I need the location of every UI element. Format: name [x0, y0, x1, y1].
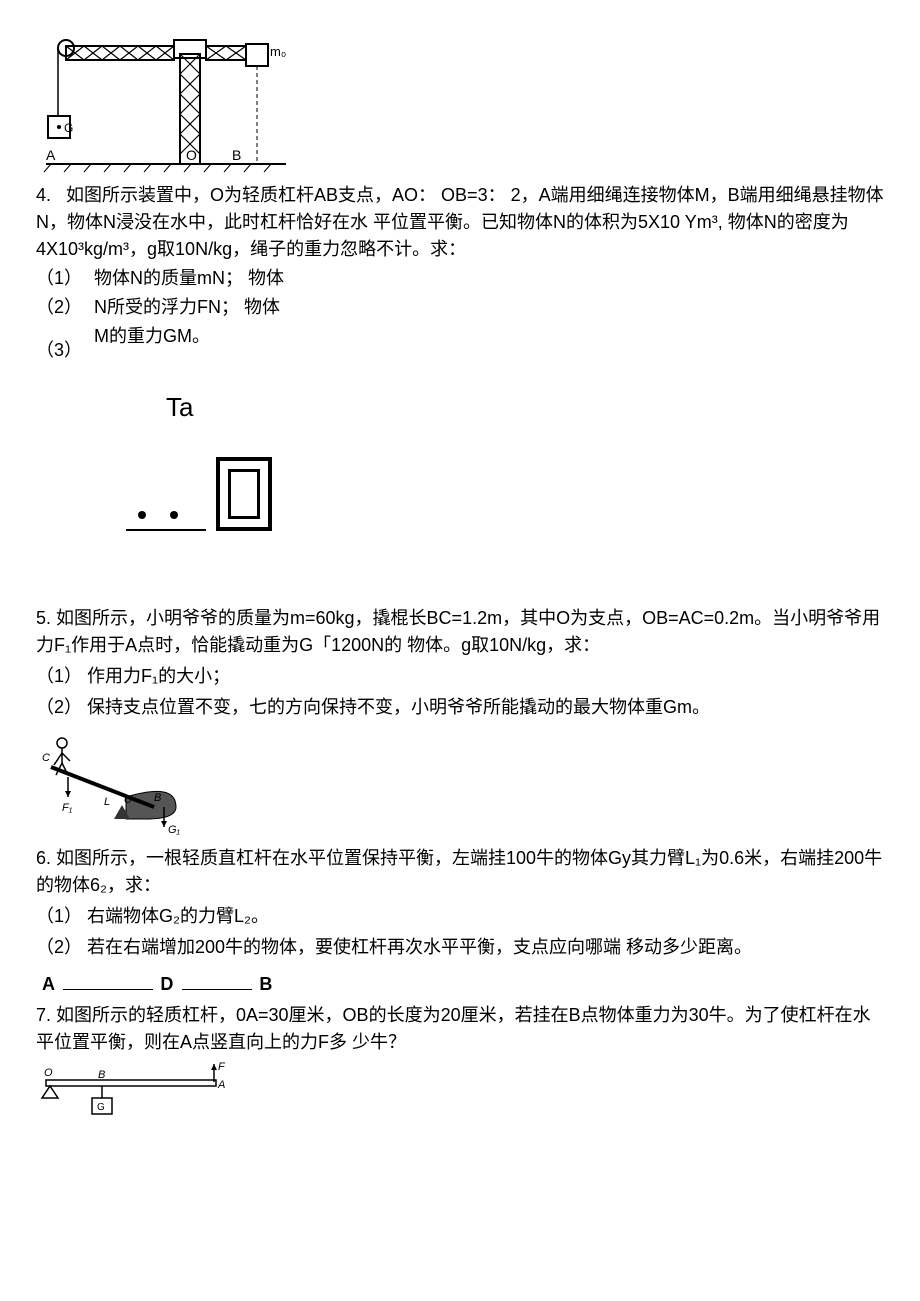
q4-text: 如图所示装置中，O为轻质杠杆AB支点，AO： OB=3： 2，A端用细绳连接物体…: [36, 185, 884, 259]
ta-label: Ta: [166, 388, 884, 427]
svg-text:O: O: [124, 795, 132, 806]
q5-intro: 5. 如图所示，小明爷爷的质量为m=60kg，撬棍长BC=1.2m，其中O为支点…: [36, 605, 884, 659]
q5-s1: （1） 作用力F₁的大小；: [36, 663, 884, 690]
q4-sub2-t: N所受的浮力FN； 物体: [94, 294, 280, 321]
q4-sub1-n: （1）: [36, 265, 82, 292]
svg-text:O: O: [44, 1067, 53, 1079]
label-D: D: [160, 974, 175, 994]
figure-line-adb: A D B: [42, 971, 884, 998]
svg-text:G: G: [97, 1102, 105, 1113]
figure-crane: G A O B m₀: [36, 34, 884, 174]
svg-text:G₁: G₁: [168, 824, 181, 836]
label-O: O: [186, 147, 197, 163]
ta-box: [216, 457, 272, 531]
q4-sub3-n: （3）: [36, 337, 82, 364]
svg-text:F: F: [218, 1062, 226, 1073]
q4-sublist: （1） 物体N的质量mN； 物体 （2） N所受的浮力FN； 物体 （3） M的…: [36, 265, 884, 364]
svg-text:L: L: [104, 796, 110, 808]
q6-intro: 6. 如图所示，一根轻质直杠杆在水平位置保持平衡，左端挂100牛的物体Gy其力臂…: [36, 845, 884, 899]
figure-lever-ob: G O B A F: [36, 1062, 884, 1124]
q4-intro: 4. 如图所示装置中，O为轻质杠杆AB支点，AO： OB=3： 2，A端用细绳连…: [36, 182, 884, 263]
svg-text:F₁: F₁: [62, 802, 73, 814]
q6-s2: （2） 若在右端增加200牛的物体，要使杠杆再次水平平衡，支点应向哪端 移动多少…: [36, 934, 884, 961]
q5-s2: （2） 保持支点位置不变，七的方向保持不变，小明爷爷所能撬动的最大物体重Gm。: [36, 694, 884, 721]
ta-figure: Ta: [126, 388, 884, 531]
svg-text:A: A: [217, 1079, 225, 1091]
q4-sub1-t: 物体N的质量mN； 物体: [94, 265, 284, 292]
label-G: G: [64, 121, 73, 135]
underline-2: [182, 971, 252, 990]
q6-s1: （1） 右端物体G₂的力臂L₂。: [36, 903, 884, 930]
svg-text:C: C: [42, 752, 50, 764]
label-A: A: [46, 147, 56, 163]
label-m0: m₀: [270, 44, 286, 59]
label-B2: B: [259, 974, 274, 994]
label-B: B: [232, 147, 241, 163]
q4-number: 4.: [36, 185, 51, 205]
q4-sub2-n: （2）: [36, 294, 82, 321]
q7-intro: 7. 如图所示的轻质杠杆，0A=30厘米，OB的长度为20厘米，若挂在B点物体重…: [36, 1002, 884, 1056]
ta-baseline: [126, 529, 206, 531]
underline-1: [63, 971, 153, 990]
figure-lever-man: C F₁ L B G₁ O: [36, 727, 884, 837]
label-A2: A: [42, 974, 56, 994]
q4-sub3-t: M的重力GM。: [94, 323, 210, 350]
svg-text:B: B: [154, 792, 161, 804]
svg-text:B: B: [98, 1069, 105, 1081]
